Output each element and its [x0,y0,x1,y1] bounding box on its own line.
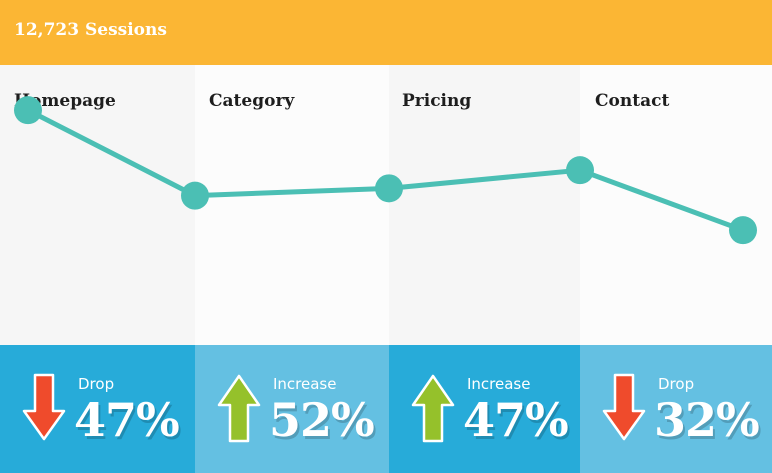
metric-homepage: Drop 47% [0,345,195,473]
sessions-line-chart [14,96,757,245]
data-point-1 [181,181,209,210]
header-bar: 12,723 Sessions [0,0,772,65]
metric-label-homepage: Drop [78,375,115,393]
data-point-2 [375,174,403,203]
metric-value-pricing: 47% [463,393,569,447]
data-point-3 [566,156,594,185]
series-line [26,107,744,233]
arrow-up-icon [217,374,261,443]
column-pricing: Pricing [389,65,580,345]
metric-pricing: Increase 47% [389,345,580,473]
metric-value-homepage: 47% [74,393,180,447]
data-point-4 [729,216,757,245]
arrow-down-icon [22,373,66,441]
arrow-up-icon [411,374,455,443]
metric-label-category: Increase [273,375,337,393]
column-label-pricing: Pricing [402,91,472,111]
sessions-title: 12,723 Sessions [14,20,167,40]
column-label-category: Category [209,91,295,111]
arrow-down-icon [602,373,646,441]
metric-category: Increase 52% [195,345,389,473]
metric-value-contact: 32% [654,393,760,447]
metric-contact: Drop 32% [580,345,772,473]
column-category: Category [195,65,389,345]
metric-value-category: 52% [269,393,375,447]
metric-label-contact: Drop [658,375,695,393]
data-point-0 [14,96,42,125]
metric-label-pricing: Increase [467,375,531,393]
column-label-contact: Contact [595,91,670,111]
